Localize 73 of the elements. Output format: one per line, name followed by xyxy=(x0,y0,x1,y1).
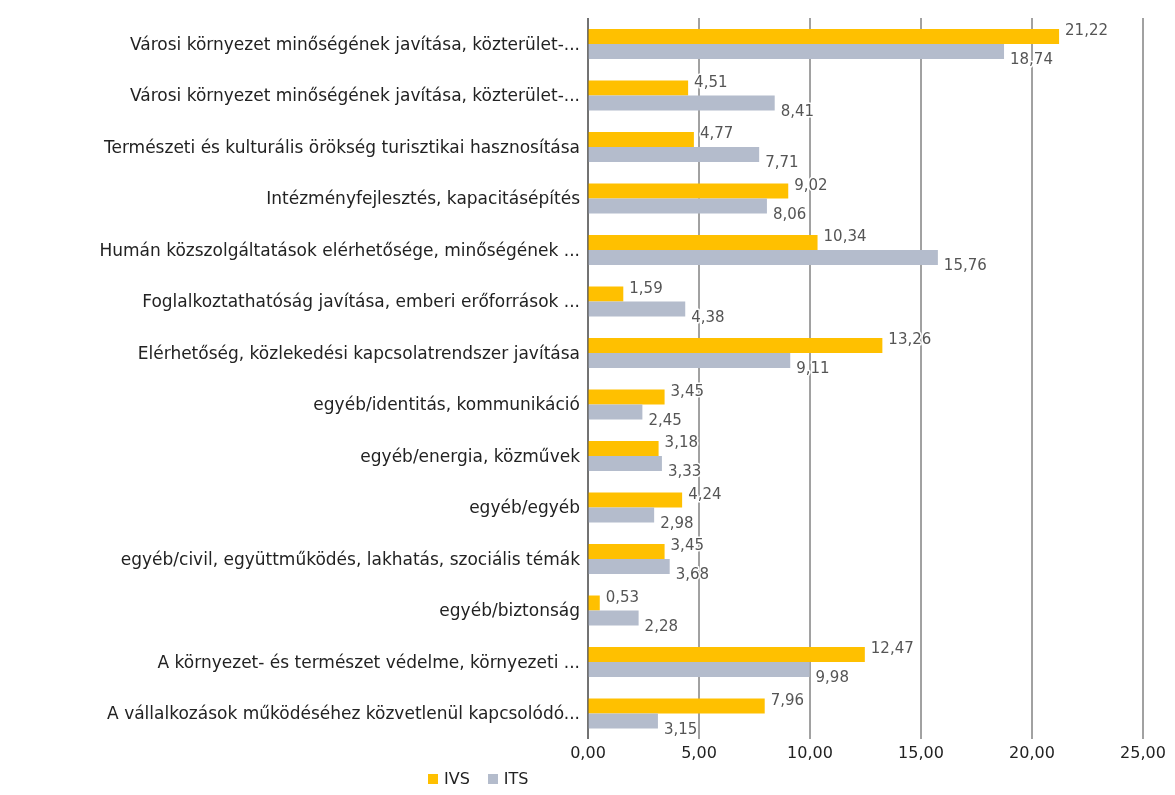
data-label: 4,77 xyxy=(699,124,734,142)
bar xyxy=(588,441,659,456)
data-label: 3,45 xyxy=(670,381,704,400)
bar xyxy=(588,353,791,368)
data-label: 8,06 xyxy=(772,204,807,223)
y-tick-label: egyéb/biztonság xyxy=(439,600,580,621)
bar xyxy=(588,44,1005,59)
y-tick-label: Városi környezet minőségének javítása, közterület-... xyxy=(129,85,580,106)
bar xyxy=(588,80,689,96)
data-label: 2,28 xyxy=(644,616,679,635)
data-label: 3,45 xyxy=(670,536,704,554)
legend-label: IVS xyxy=(443,769,470,788)
y-tick-label: Intézményfejlesztés, kapacitásépítés xyxy=(266,188,581,209)
x-tick-label: 5,00 xyxy=(681,743,717,763)
y-tick-label: Városi környezet minőségének javítása, közterület-... xyxy=(129,33,580,54)
bar xyxy=(588,507,655,523)
y-tick-label: egyéb/civil, együttműködés, lakhatás, szociális témák xyxy=(120,548,581,569)
bar xyxy=(588,198,767,214)
data-label: 12,47 xyxy=(870,639,914,657)
legend-label: ITS xyxy=(502,769,529,788)
bar xyxy=(588,713,658,729)
bar xyxy=(588,95,775,111)
data-label: 1,59 xyxy=(629,278,663,297)
y-tick-label: Természeti és kulturális örökség turisztikai hasznosítása xyxy=(102,136,580,157)
bar xyxy=(588,338,883,353)
y-tick-label: egyéb/identitás, kommunikáció xyxy=(313,394,580,415)
data-label: 0,53 xyxy=(605,587,640,606)
bar xyxy=(588,235,818,250)
data-label: 3,68 xyxy=(675,565,710,583)
y-tick-label: egyéb/energia, közművek xyxy=(360,445,581,466)
bar xyxy=(588,404,643,420)
bar xyxy=(588,698,765,714)
bar xyxy=(588,456,662,471)
bar xyxy=(588,559,670,574)
bar xyxy=(588,132,694,147)
bar xyxy=(588,492,683,508)
data-label: 2,98 xyxy=(660,513,694,532)
data-label: 2,45 xyxy=(648,410,682,429)
y-tick-label: Humán közszolgáltatások elérhetősége, minőségének ... xyxy=(99,239,580,260)
bar xyxy=(588,183,789,199)
data-label: 7,96 xyxy=(770,690,805,709)
data-label: 7,71 xyxy=(765,153,799,171)
bar xyxy=(588,647,865,662)
y-tick-label: egyéb/egyéb xyxy=(469,497,580,518)
x-tick-label: 20,00 xyxy=(1009,743,1055,763)
x-tick-label: 10,00 xyxy=(787,743,833,763)
y-tick-label: Foglalkoztathatóság javítása, emberi erőforrások ... xyxy=(142,291,580,312)
data-label: 9,02 xyxy=(794,175,828,194)
bar xyxy=(588,662,810,677)
bar xyxy=(588,595,600,611)
bar xyxy=(588,250,938,265)
x-tick-label: 15,00 xyxy=(898,743,944,763)
y-tick-label: A vállalkozások működéséhez közvetlenül kapcsolódó... xyxy=(107,703,580,724)
bar xyxy=(588,301,686,317)
data-label: 3,18 xyxy=(664,433,698,451)
bar xyxy=(588,389,665,405)
data-label: 9,98 xyxy=(815,668,849,686)
bar xyxy=(588,147,760,162)
bar xyxy=(588,29,1060,44)
data-label: 3,33 xyxy=(667,462,702,480)
data-label: 10,34 xyxy=(823,227,867,245)
x-tick-label: 0,00 xyxy=(570,743,606,763)
y-tick-label: Elérhetőség, közlekedési kapcsolatrendszer javítása xyxy=(137,342,580,363)
data-label: 18,74 xyxy=(1010,50,1053,68)
bar xyxy=(588,286,624,302)
data-label: 4,38 xyxy=(691,307,725,326)
data-label: 15,76 xyxy=(943,256,987,274)
bar xyxy=(588,544,665,559)
data-label: 3,15 xyxy=(663,719,698,738)
x-tick-label: 25,00 xyxy=(1120,743,1166,763)
bar xyxy=(588,610,639,626)
data-label: 21,22 xyxy=(1065,21,1109,39)
y-tick-label: A környezet- és természet védelme, környezeti ... xyxy=(157,651,580,672)
